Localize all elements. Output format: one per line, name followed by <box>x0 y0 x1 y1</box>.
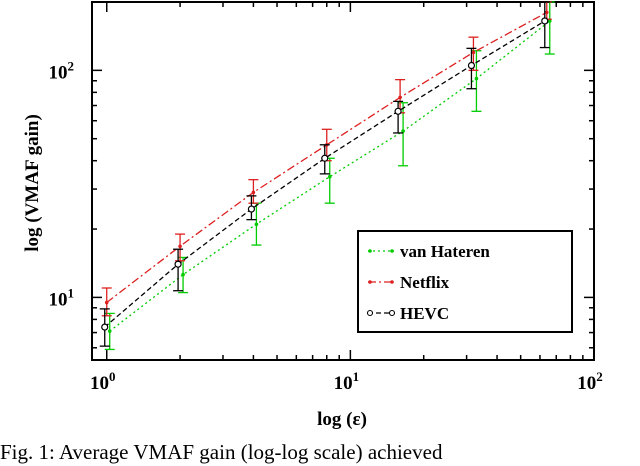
y-axis-label: log (VMAF gain) <box>22 114 43 252</box>
data-point <box>321 154 329 162</box>
legend-marker <box>368 280 372 284</box>
data-point <box>401 129 405 133</box>
y-tick-label: 101 <box>49 285 75 310</box>
data-point <box>394 107 402 115</box>
data-point <box>181 272 185 277</box>
plot-area: 100 101 102 101 102 <box>49 1 603 394</box>
data-point <box>474 76 479 81</box>
data-point <box>471 50 476 55</box>
data-point <box>254 222 259 227</box>
data-point <box>327 174 332 179</box>
legend: van Hateren Netflix HEVC <box>357 230 573 333</box>
legend-label: Netflix <box>400 273 450 292</box>
y-tick-label: 102 <box>49 58 75 83</box>
legend-marker <box>366 309 374 317</box>
data-point <box>398 95 402 100</box>
legend-marker <box>368 249 372 253</box>
x-tick-label: 100 <box>90 369 116 394</box>
data-point <box>247 205 256 213</box>
legend-marker <box>388 309 396 317</box>
data-point <box>178 244 182 249</box>
x-tick-label: 101 <box>334 369 360 394</box>
figure-caption: Fig. 1: Average VMAF gain (log-log scale… <box>0 440 443 464</box>
legend-label: van Hateren <box>400 242 490 261</box>
data-point <box>547 19 552 23</box>
legend-marker <box>390 280 394 284</box>
data-point <box>107 329 112 333</box>
data-point <box>467 61 476 70</box>
x-axis-label: log (ε) <box>317 409 367 430</box>
legend-label: HEVC <box>400 304 449 323</box>
data-point <box>101 323 109 331</box>
data-point <box>174 260 182 268</box>
legend-marker <box>390 249 394 253</box>
series-hevc <box>99 1 550 347</box>
data-point <box>544 10 549 15</box>
data-point <box>104 300 109 305</box>
x-tick-label: 102 <box>577 369 603 394</box>
data-point <box>541 17 549 25</box>
plot-frame <box>91 1 595 361</box>
data-point <box>251 190 256 195</box>
